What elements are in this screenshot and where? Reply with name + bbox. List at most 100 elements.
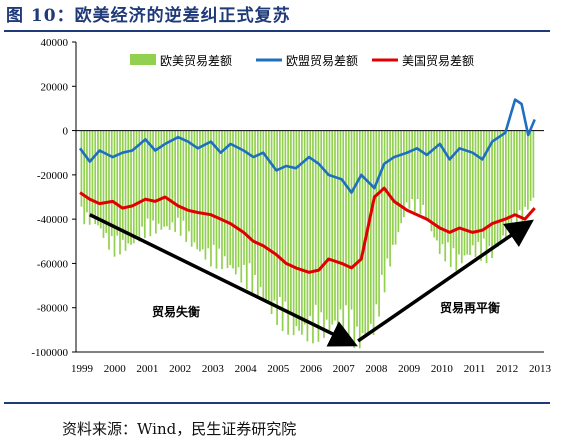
title-divider — [4, 30, 550, 32]
bar — [463, 130, 466, 256]
bar — [179, 130, 182, 236]
bar — [477, 130, 480, 242]
bar — [234, 130, 237, 275]
bar — [397, 130, 400, 233]
bar — [182, 130, 185, 221]
bar — [298, 130, 300, 331]
annotation-arrow — [357, 219, 534, 343]
bar — [243, 130, 245, 265]
bar — [196, 130, 199, 250]
bar — [416, 130, 419, 199]
bar — [320, 130, 323, 313]
x-tick-label: 2011 — [464, 363, 486, 375]
bar — [193, 130, 196, 243]
y-tick-label: 40000 — [41, 37, 69, 49]
y-tick-label: -80000 — [37, 303, 69, 315]
legend: 欧美贸易差额 欧盟贸易差额 美国贸易差额 — [130, 54, 474, 68]
us-trade-balance-line — [79, 186, 536, 274]
bar — [201, 130, 204, 250]
bar — [281, 130, 284, 332]
bar — [204, 130, 207, 260]
bar — [199, 130, 201, 252]
bar — [482, 130, 485, 239]
bar — [248, 130, 251, 264]
bar — [358, 130, 361, 349]
bar — [135, 130, 138, 236]
bar — [91, 130, 94, 218]
bar — [334, 130, 336, 321]
bar — [411, 130, 413, 200]
x-tick-label: 1999 — [71, 363, 94, 375]
bar — [485, 130, 488, 264]
annotation-arrow — [89, 213, 358, 347]
source-divider — [4, 402, 550, 404]
bar — [287, 130, 289, 335]
bar — [474, 130, 477, 257]
bar — [218, 130, 221, 249]
bar — [480, 130, 482, 261]
bar — [207, 130, 210, 249]
x-tick-label: 2003 — [202, 363, 225, 375]
bar — [88, 130, 91, 225]
bar — [347, 130, 350, 341]
bar — [146, 130, 149, 219]
x-tick-label: 2012 — [496, 363, 518, 375]
bar — [499, 130, 502, 242]
x-tick-label: 2004 — [235, 363, 258, 375]
y-tick-label: 20000 — [41, 81, 69, 93]
bar — [502, 130, 504, 236]
bar — [375, 130, 378, 305]
bar — [314, 130, 317, 305]
bar — [455, 130, 458, 271]
bar — [171, 130, 174, 223]
bar — [317, 130, 320, 342]
bar — [342, 130, 345, 331]
bar — [254, 130, 256, 275]
y-tick-label: -60000 — [37, 258, 69, 270]
bar — [306, 130, 309, 342]
bar — [229, 130, 232, 266]
bar — [121, 130, 124, 240]
bar — [152, 130, 154, 221]
bar — [221, 130, 223, 270]
bar — [422, 130, 425, 205]
bar — [507, 130, 510, 225]
bar — [177, 130, 179, 218]
x-tick-label: 2000 — [104, 363, 127, 375]
bar — [292, 130, 295, 336]
bar — [312, 130, 314, 344]
bar — [372, 130, 375, 335]
chart-title: 图 10：欧美经济的逆差纠正式复苏 — [6, 6, 291, 26]
bar — [400, 130, 402, 224]
bar — [430, 130, 433, 232]
bar — [127, 130, 130, 244]
bar — [491, 130, 493, 259]
y-tick-label: -40000 — [37, 214, 69, 226]
bar — [83, 130, 86, 225]
bar — [438, 130, 441, 255]
bar — [130, 130, 132, 245]
bar — [471, 130, 474, 246]
bar — [493, 130, 496, 245]
bar — [301, 130, 303, 335]
annotation-label: 贸易失衡 — [152, 304, 200, 319]
source-note: 资料来源：Wind，民生证券研究院 — [62, 420, 297, 438]
bar — [273, 130, 276, 301]
bar — [516, 130, 518, 229]
bar — [336, 130, 339, 328]
bar — [102, 130, 105, 238]
bar — [309, 130, 312, 317]
bar — [460, 130, 463, 264]
x-tick-label: 2008 — [365, 363, 388, 375]
bar — [86, 130, 88, 213]
bar — [380, 130, 383, 275]
bar — [394, 130, 397, 245]
bar — [458, 130, 460, 255]
bar — [185, 130, 188, 242]
bar — [237, 130, 240, 268]
bar — [290, 130, 292, 316]
arrow-layer: 贸易失衡 贸易再平衡 — [89, 213, 534, 347]
x-tick-label: 2013 — [529, 363, 552, 375]
bar — [143, 130, 146, 239]
